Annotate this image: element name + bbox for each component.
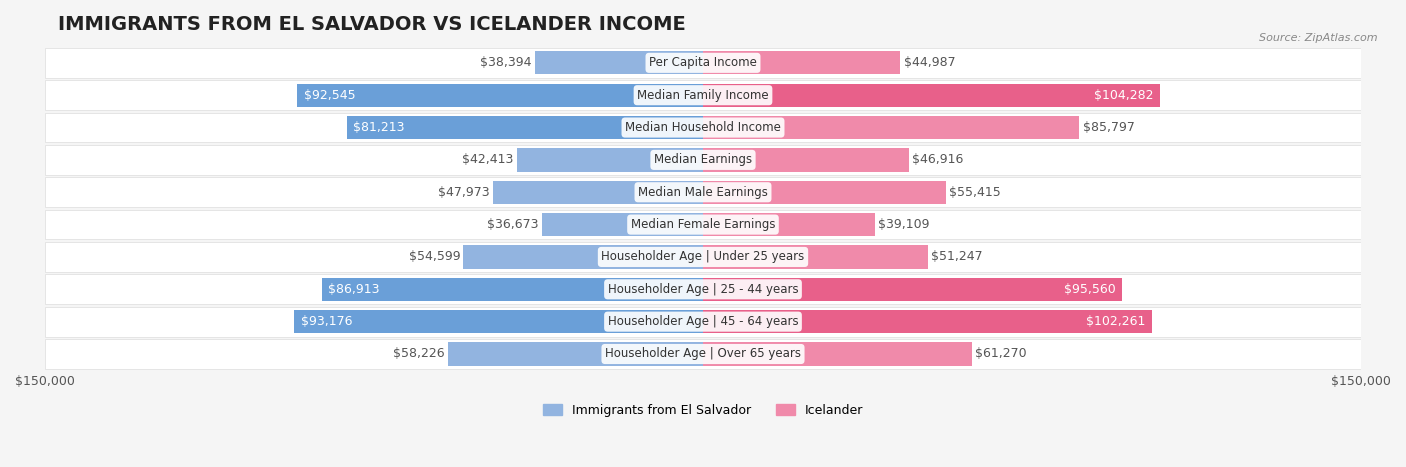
Text: $95,560: $95,560 <box>1064 283 1115 296</box>
Text: $85,797: $85,797 <box>1083 121 1135 134</box>
FancyBboxPatch shape <box>45 339 1361 369</box>
Text: $55,415: $55,415 <box>949 186 1001 199</box>
Text: $92,545: $92,545 <box>304 89 356 102</box>
Text: Householder Age | Over 65 years: Householder Age | Over 65 years <box>605 347 801 361</box>
Legend: Immigrants from El Salvador, Icelander: Immigrants from El Salvador, Icelander <box>538 399 868 422</box>
Bar <box>322 278 703 301</box>
Bar <box>703 148 908 171</box>
FancyBboxPatch shape <box>45 145 1361 175</box>
Text: $58,226: $58,226 <box>392 347 444 361</box>
FancyBboxPatch shape <box>45 210 1361 240</box>
Text: Householder Age | Under 25 years: Householder Age | Under 25 years <box>602 250 804 263</box>
Bar <box>703 51 900 75</box>
Bar <box>703 278 1122 301</box>
FancyBboxPatch shape <box>45 177 1361 207</box>
Text: IMMIGRANTS FROM EL SALVADOR VS ICELANDER INCOME: IMMIGRANTS FROM EL SALVADOR VS ICELANDER… <box>58 15 686 34</box>
Text: $102,261: $102,261 <box>1085 315 1144 328</box>
Text: $46,916: $46,916 <box>912 153 963 166</box>
FancyBboxPatch shape <box>45 80 1361 110</box>
Bar <box>703 84 1160 107</box>
Bar <box>543 213 703 236</box>
Bar <box>347 116 703 139</box>
Text: Householder Age | 25 - 44 years: Householder Age | 25 - 44 years <box>607 283 799 296</box>
FancyBboxPatch shape <box>45 113 1361 142</box>
FancyBboxPatch shape <box>45 307 1361 337</box>
Text: Median Family Income: Median Family Income <box>637 89 769 102</box>
Bar <box>703 245 928 269</box>
Text: $51,247: $51,247 <box>931 250 983 263</box>
Bar <box>297 84 703 107</box>
Bar <box>534 51 703 75</box>
Bar <box>703 181 946 204</box>
Text: $47,973: $47,973 <box>437 186 489 199</box>
Text: Householder Age | 45 - 64 years: Householder Age | 45 - 64 years <box>607 315 799 328</box>
Text: $42,413: $42,413 <box>463 153 513 166</box>
Text: Median Male Earnings: Median Male Earnings <box>638 186 768 199</box>
FancyBboxPatch shape <box>45 275 1361 304</box>
Text: $44,987: $44,987 <box>904 57 955 69</box>
Bar <box>703 342 972 366</box>
Text: Median Household Income: Median Household Income <box>626 121 780 134</box>
Text: Source: ZipAtlas.com: Source: ZipAtlas.com <box>1260 33 1378 42</box>
Text: $86,913: $86,913 <box>328 283 380 296</box>
Bar <box>517 148 703 171</box>
Text: $39,109: $39,109 <box>877 218 929 231</box>
Text: $81,213: $81,213 <box>353 121 405 134</box>
Bar <box>447 342 703 366</box>
Text: Median Earnings: Median Earnings <box>654 153 752 166</box>
Text: Per Capita Income: Per Capita Income <box>650 57 756 69</box>
Bar <box>703 213 875 236</box>
Text: $38,394: $38,394 <box>479 57 531 69</box>
FancyBboxPatch shape <box>45 48 1361 78</box>
FancyBboxPatch shape <box>45 242 1361 272</box>
Bar <box>703 116 1080 139</box>
Bar <box>492 181 703 204</box>
Text: $36,673: $36,673 <box>488 218 538 231</box>
Bar <box>464 245 703 269</box>
Text: $104,282: $104,282 <box>1094 89 1154 102</box>
Text: $61,270: $61,270 <box>976 347 1026 361</box>
Text: $93,176: $93,176 <box>301 315 353 328</box>
Text: $54,599: $54,599 <box>409 250 460 263</box>
Bar <box>294 310 703 333</box>
Bar <box>703 310 1152 333</box>
Text: Median Female Earnings: Median Female Earnings <box>631 218 775 231</box>
